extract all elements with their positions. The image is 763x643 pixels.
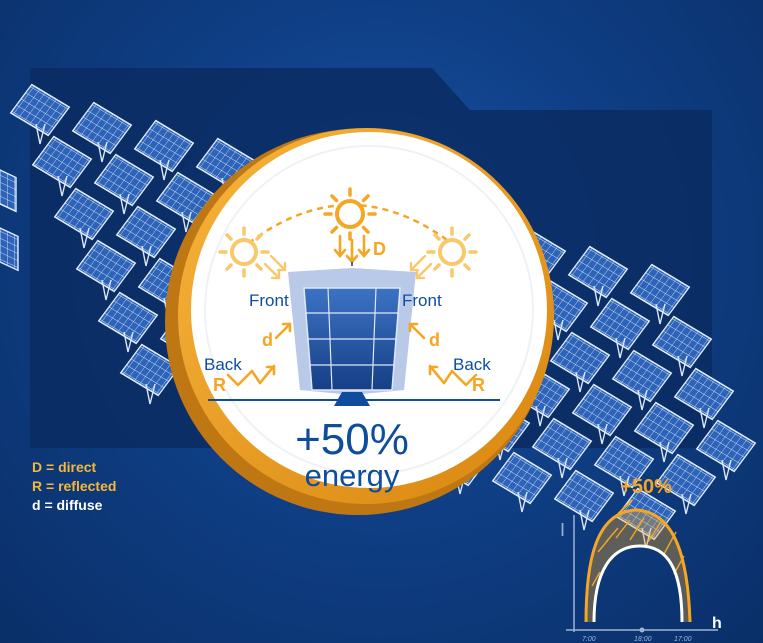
legend-item-diffuse: d = diffuse — [32, 497, 103, 513]
sun-left-icon — [218, 226, 270, 278]
tracker-post — [553, 319, 564, 341]
mini-chart-y-label: I — [560, 520, 565, 540]
tracker-post — [593, 285, 604, 307]
tracker-post — [119, 193, 130, 215]
tracker-post — [159, 159, 170, 181]
bifacial-curve-fill — [586, 510, 690, 622]
direct-light-arrows-icon — [333, 234, 371, 265]
tracker-panel — [611, 349, 673, 403]
tracker-panel — [31, 135, 93, 189]
tracker-panel — [553, 469, 615, 523]
gain-value: +50% — [295, 415, 409, 464]
tracker-post — [79, 227, 90, 249]
tracker-panel — [567, 245, 629, 299]
mini-chart-x-label: h — [712, 615, 722, 632]
tracker-panel — [655, 453, 717, 507]
reflected-right-label: R — [472, 375, 485, 395]
sun-center-icon — [323, 187, 377, 241]
tracker-post — [677, 355, 688, 377]
mini-chart-tick-dot — [639, 627, 645, 633]
front-left-label: Front — [249, 291, 289, 310]
tracker-post — [57, 175, 68, 197]
tracker-post — [123, 331, 134, 353]
tracker-panel — [673, 367, 735, 421]
tracker-post — [101, 279, 112, 301]
x-tick-first: 7:00 — [582, 636, 596, 643]
legend-item-direct: D = direct — [32, 459, 97, 475]
front-right-label: Front — [402, 291, 442, 310]
tracker-post — [637, 389, 648, 411]
front-left-arrows-icon — [263, 254, 287, 280]
direct-marker: D — [373, 239, 386, 259]
legend-item-reflected: R = reflected — [32, 478, 117, 494]
tracker-panel — [97, 291, 159, 345]
tracker-post — [579, 509, 590, 531]
tracker-post — [141, 245, 152, 267]
tracker-panel — [589, 297, 651, 351]
tracker-post — [97, 141, 108, 163]
back-left-label: Back — [204, 355, 242, 374]
tracker-panel — [491, 451, 553, 505]
back-right-label: Back — [453, 355, 491, 374]
mini-chart: +50% I h 7:00 18:00 17:00 — [560, 476, 722, 643]
tracker-post — [681, 493, 692, 515]
tracker-post — [535, 405, 546, 427]
tracker-panel — [75, 239, 137, 293]
tracker-panel — [695, 419, 757, 473]
bifacial-module — [288, 268, 416, 395]
tracker-panel — [633, 401, 695, 455]
tracker-panel — [593, 435, 655, 489]
tracker-post — [659, 441, 670, 463]
tracker-panel — [651, 315, 713, 369]
tracker-post — [575, 371, 586, 393]
monofacial-curve — [592, 544, 684, 623]
tracker-panel — [133, 119, 195, 173]
front-right-arrows-icon — [409, 254, 433, 280]
tracker-post — [181, 211, 192, 233]
tracker-panel — [531, 417, 593, 471]
tracker-post — [517, 491, 528, 513]
gain-word: energy — [305, 458, 400, 493]
tracker-panel — [629, 263, 691, 317]
tracker-panel — [93, 153, 155, 207]
tracker-post — [641, 527, 652, 549]
tracker-post — [619, 475, 630, 497]
tracker-mount — [334, 392, 370, 406]
diffuse-left-label: d — [262, 330, 273, 350]
tracker-panel — [53, 187, 115, 241]
tracker-post — [145, 383, 156, 405]
tracker-panel — [549, 331, 611, 385]
tracker-panel — [119, 343, 181, 397]
legend: D = direct R = reflected d = diffuse — [32, 458, 116, 515]
diffuse-left-arrow-icon — [274, 322, 292, 340]
x-tick-second: 18:00 — [634, 636, 652, 643]
bifacial-curve — [584, 508, 692, 623]
tracker-panel — [71, 101, 133, 155]
sun-right-icon — [426, 226, 478, 278]
tracker-post — [721, 459, 732, 481]
reflected-right-arrow-icon — [428, 364, 478, 387]
tracker-panel — [115, 205, 177, 259]
x-tick-third: 17:00 — [674, 636, 692, 643]
central-badge: D — [165, 128, 554, 515]
tracker-panel — [571, 383, 633, 437]
tracker-post — [615, 337, 626, 359]
tracker-post — [557, 457, 568, 479]
tracker-post — [699, 407, 710, 429]
reflected-left-label: R — [213, 375, 226, 395]
mini-chart-gain-label: +50% — [620, 476, 672, 498]
tracker-post — [35, 123, 46, 145]
reflected-left-arrow-icon — [226, 364, 276, 387]
tracker-post — [655, 303, 666, 325]
gain-pointer-line — [617, 499, 633, 515]
tracker-panel — [9, 83, 71, 137]
diffuse-right-label: d — [429, 330, 440, 350]
tracker-panel-partial — [0, 225, 19, 272]
diffuse-right-arrow-icon — [408, 322, 426, 340]
tracker-panel-partial — [0, 166, 17, 213]
tracker-post — [597, 423, 608, 445]
